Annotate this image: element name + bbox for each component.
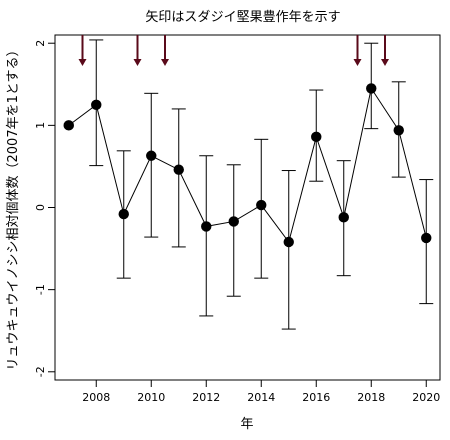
y-tick-label: -2 (34, 366, 47, 377)
data-point (311, 131, 322, 143)
x-tick-label: 2010 (137, 391, 165, 404)
data-series (63, 83, 432, 248)
arrow-head (133, 59, 142, 66)
data-point (421, 232, 432, 244)
x-tick-label: 2014 (247, 391, 275, 404)
error-bar (144, 92, 159, 238)
error-bar (199, 155, 214, 317)
mast-year-arrows (78, 35, 389, 66)
mast-year-arrow (353, 35, 362, 66)
data-point (201, 221, 212, 232)
mast-year-arrow (381, 35, 389, 66)
data-point (146, 150, 157, 161)
arrow-head (78, 59, 87, 66)
arrow-head (381, 59, 389, 66)
arrow-head (353, 59, 362, 66)
x-tick-label: 2018 (357, 391, 385, 404)
x-tick-label: 2020 (412, 391, 440, 404)
mast-year-arrow (161, 35, 169, 66)
x-axis-label: 年 (240, 417, 253, 432)
y-tick-label: -1 (34, 284, 47, 295)
data-point (283, 236, 294, 248)
data-point (256, 199, 267, 211)
chart-title: 矢印はスダジイ堅果豊作年を示す (145, 10, 340, 25)
error-bar (226, 164, 241, 297)
x-axis: 2008 2010 2012 2014 2016 2018 2020 (82, 380, 440, 404)
data-point (393, 125, 404, 136)
error-bars (89, 39, 434, 330)
x-tick-label: 2008 (82, 391, 110, 404)
x-tick-label: 2012 (192, 391, 220, 404)
data-point (173, 164, 184, 175)
y-axis: -2 -1 0 1 2 (34, 40, 55, 377)
mast-year-arrow (133, 35, 142, 66)
mast-year-arrow (78, 35, 87, 66)
data-point (228, 216, 239, 227)
error-bar (171, 108, 186, 248)
y-axis-label: リュウキュウイノシシ相対個体数（2007年を1とする） (6, 44, 21, 371)
y-tick-label: 0 (34, 204, 47, 211)
x-tick-label: 2016 (302, 391, 330, 404)
arrow-head (161, 59, 169, 66)
y-tick-label: 1 (34, 122, 47, 129)
data-point (63, 120, 74, 131)
plot-frame (54, 34, 441, 381)
y-tick-label: 2 (34, 40, 47, 47)
data-point (118, 208, 129, 220)
data-point (338, 212, 349, 223)
data-point (366, 83, 377, 94)
data-point (91, 99, 102, 111)
series-line (68, 87, 427, 244)
error-bar (281, 170, 296, 330)
